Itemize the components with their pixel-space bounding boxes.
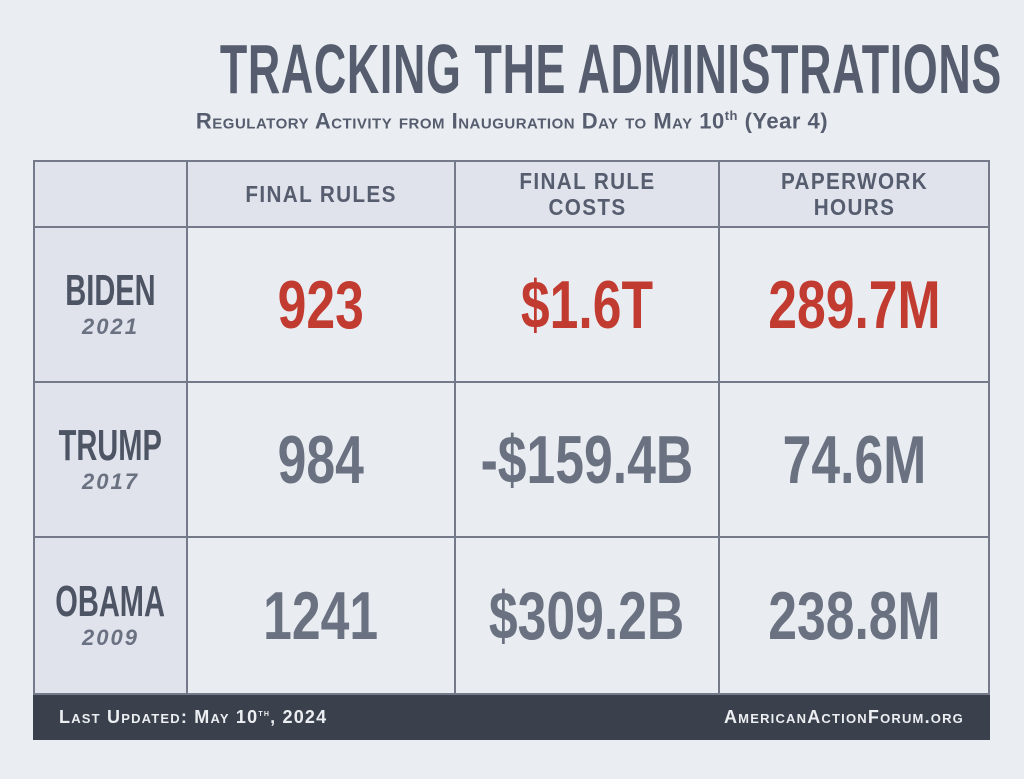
subtitle-text: Regulatory Activity from Inauguration Da…	[195, 108, 725, 134]
cell-obama-final-rule-costs: $309.2B	[456, 538, 720, 694]
value-final-rule-costs: $309.2B	[489, 577, 685, 654]
cell-biden-final-rule-costs: $1.6T	[456, 228, 720, 384]
admin-name: OBAMA	[55, 576, 166, 626]
page-title: TRACKING THE ADMINISTRATIONS	[219, 30, 1002, 108]
source-website: AmericanActionForum.org	[723, 707, 964, 728]
header: TRACKING THE ADMINISTRATIONS Regulatory …	[0, 0, 1024, 134]
value-paperwork-hours: 238.8M	[767, 577, 941, 654]
subtitle-ordinal: th	[724, 108, 738, 123]
cell-obama-final-rules: 1241	[188, 538, 456, 694]
administrations-table: FINAL RULES FINAL RULE COSTS PAPERWORK H…	[33, 160, 990, 696]
cell-biden-paperwork-hours: 289.7M	[720, 228, 988, 384]
table-corner-cell	[35, 162, 188, 229]
admin-name: BIDEN	[65, 265, 156, 315]
value-final-rule-costs: -$159.4B	[480, 421, 694, 498]
value-paperwork-hours: 74.6M	[782, 421, 926, 498]
admin-name: TRUMP	[58, 420, 163, 470]
footer-bar: Last Updated: May 10th, 2024 AmericanAct…	[33, 695, 990, 741]
last-updated-prefix: Last Updated: May 10	[59, 707, 259, 728]
subtitle-suffix: (Year 4)	[737, 108, 829, 134]
last-updated-text: Last Updated: May 10th, 2024	[59, 707, 327, 728]
row-label-biden: BIDEN 2021	[35, 228, 188, 384]
value-final-rules: 1241	[263, 577, 379, 654]
admin-year: 2021	[82, 313, 139, 339]
cell-biden-final-rules: 923	[188, 228, 456, 384]
column-header-paperwork-hours: PAPERWORK HOURS	[720, 162, 988, 229]
value-paperwork-hours: 289.7M	[767, 266, 941, 343]
admin-year: 2009	[82, 624, 139, 650]
last-updated-suffix: , 2024	[270, 707, 328, 728]
column-header-final-rules: FINAL RULES	[188, 162, 456, 229]
row-label-trump: TRUMP 2017	[35, 383, 188, 539]
value-final-rule-costs: $1.6T	[520, 266, 654, 343]
cell-obama-paperwork-hours: 238.8M	[720, 538, 988, 694]
column-header-label: FINAL RULES	[245, 181, 397, 208]
column-header-label: FINAL RULE COSTS	[518, 168, 656, 221]
row-label-obama: OBAMA 2009	[35, 538, 188, 694]
cell-trump-final-rules: 984	[188, 383, 456, 539]
column-header-label: PAPERWORK HOURS	[780, 168, 928, 221]
last-updated-ordinal: th	[258, 708, 271, 720]
cell-trump-final-rule-costs: -$159.4B	[456, 383, 720, 539]
cell-trump-paperwork-hours: 74.6M	[720, 383, 988, 539]
admin-year: 2017	[82, 468, 139, 494]
column-header-final-rule-costs: FINAL RULE COSTS	[456, 162, 720, 229]
value-final-rules: 984	[277, 421, 365, 498]
page-subtitle: Regulatory Activity from Inauguration Da…	[0, 108, 1024, 134]
value-final-rules: 923	[277, 266, 365, 343]
